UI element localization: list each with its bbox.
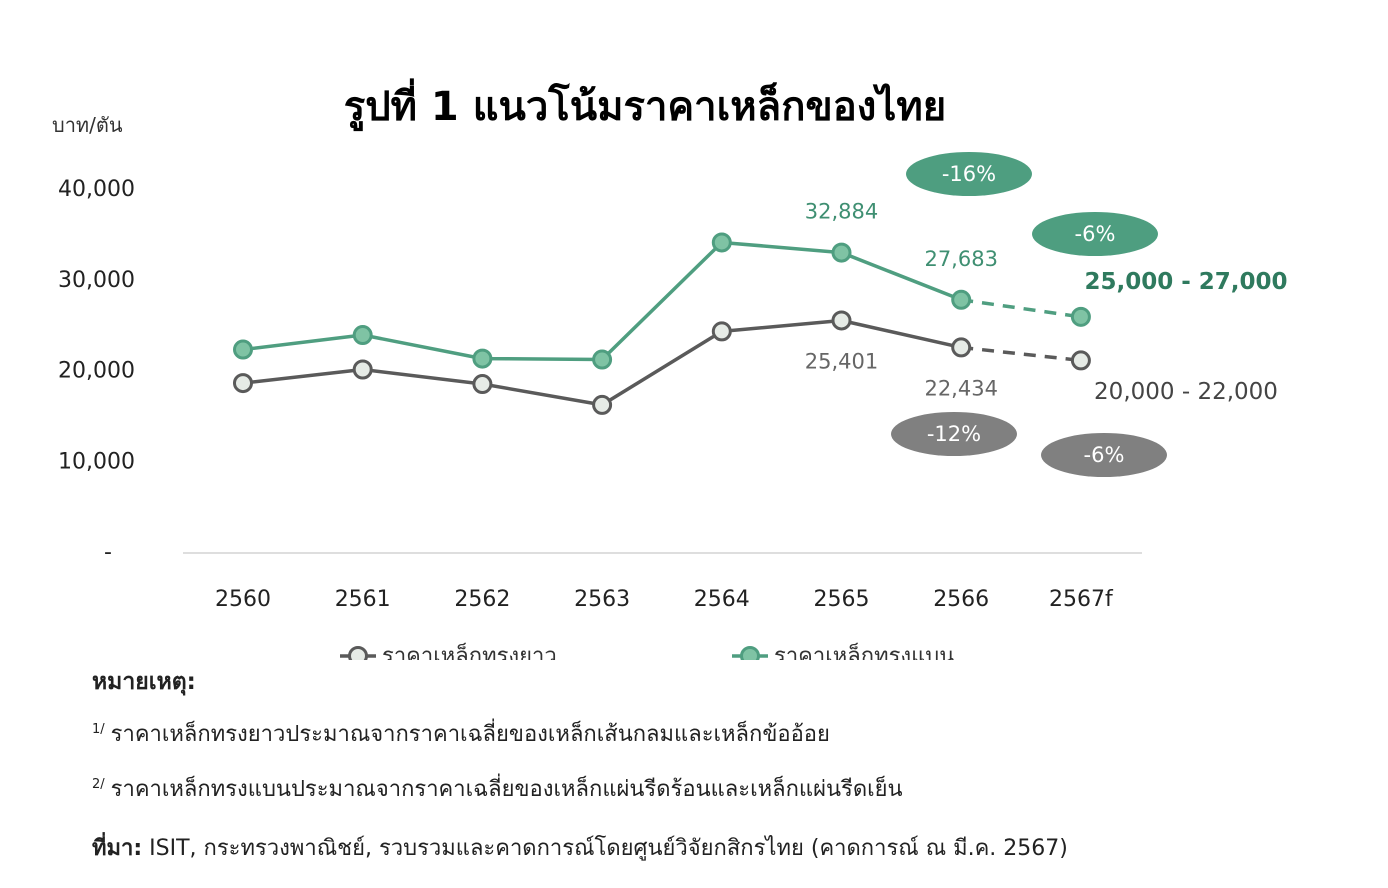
- legend-label-1: ราคาเหล็กทรงยาว: [382, 641, 557, 660]
- data-point: [592, 394, 613, 415]
- x-axis-ticks: 2560 2561 2562 2563 2564 2565 2566 2567f: [215, 587, 1114, 612]
- data-point: [711, 321, 732, 342]
- change-badge-label: -12%: [927, 422, 981, 446]
- y-axis-unit-label: บาท/ตัน: [52, 113, 123, 137]
- notes-section: หมายเหตุ: 1/ราคาเหล็กทรงยาวประมาณจากราคา…: [92, 664, 1352, 865]
- data-label: 25,401: [805, 349, 878, 373]
- data-point: [352, 325, 373, 346]
- legend-label-2: ราคาเหล็กทรงแบน: [774, 641, 954, 660]
- x-tick-label: 2564: [694, 587, 750, 612]
- data-label: 32,884: [805, 200, 878, 224]
- change-badge: [906, 152, 1032, 196]
- y-tick-label: 30,000: [58, 268, 135, 293]
- source-line: ที่มา: ISIT, กระทรวงพาณิชย์, รวบรวมและคา…: [92, 830, 1352, 865]
- series-forecast-line-1: [961, 345, 1082, 363]
- data-point: [831, 310, 852, 331]
- source-label: ที่มา:: [92, 836, 143, 861]
- annotation-layer: 32,884 27,683 25,401 22,434 25,000 - 27,000 2…: [805, 152, 1288, 477]
- note-mark-2: 2/: [92, 776, 105, 792]
- data-point: [592, 349, 613, 370]
- x-tick-label: 2561: [335, 587, 391, 612]
- data-point: [233, 373, 253, 394]
- change-badge-label: -6%: [1075, 222, 1116, 246]
- y-tick-label: 40,000: [58, 177, 135, 202]
- steel-price-line-chart: รูปที่ 1 แนวโน้มราคาเหล็กของไทย บาท/ตัน …: [52, 78, 1288, 660]
- x-tick-label: 2560: [215, 587, 271, 612]
- data-label: 22,434: [924, 376, 997, 400]
- note-item-2: 2/ราคาเหล็กทรงแบนประมาณจากราคาเฉลี่ยของเ…: [92, 771, 1352, 806]
- data-point: [711, 232, 732, 253]
- data-point: [951, 289, 972, 310]
- data-point: [951, 337, 972, 358]
- data-point: [1070, 306, 1091, 327]
- data-point: [233, 339, 253, 360]
- x-tick-label: 2567f: [1049, 587, 1114, 612]
- x-tick-label: 2565: [814, 587, 870, 612]
- series-line-2: [242, 240, 962, 362]
- data-point: [472, 348, 493, 369]
- change-badge: [1032, 212, 1158, 256]
- note-text-1: ราคาเหล็กทรงยาวประมาณจากราคาเฉลี่ยของเหล…: [110, 722, 830, 747]
- source-text: ISIT, กระทรวงพาณิชย์, รวบรวมและคาดการณ์โ…: [142, 836, 1068, 861]
- x-tick-label: 2566: [933, 587, 989, 612]
- range-label-long: 20,000 - 22,000: [1094, 379, 1278, 405]
- data-label: 27,683: [924, 247, 997, 271]
- note-text-2: ราคาเหล็กทรงแบนประมาณจากราคาเฉลี่ยของเหล…: [110, 777, 903, 802]
- change-badge: [1041, 433, 1167, 477]
- legend: ราคาเหล็กทรงยาว ราคาเหล็กทรงแบน: [340, 641, 954, 660]
- note-mark-1: 1/: [92, 721, 105, 737]
- legend-swatch-marker-1: [348, 646, 368, 660]
- y-tick-label: 10,000: [58, 449, 135, 474]
- range-label-flat: 25,000 - 27,000: [1084, 269, 1287, 295]
- y-tick-label: -: [104, 540, 112, 565]
- note-item-1: 1/ราคาเหล็กทรงยาวประมาณจากราคาเฉลี่ยของเ…: [92, 716, 1352, 751]
- data-point: [1070, 350, 1091, 371]
- notes-heading: หมายเหตุ:: [92, 669, 196, 695]
- data-point: [831, 242, 852, 263]
- y-axis-ticks: 40,000 30,000 20,000 10,000 -: [58, 177, 135, 565]
- series-layer: [233, 232, 1091, 415]
- change-badge: [891, 412, 1017, 456]
- change-badge-label: -6%: [1084, 443, 1125, 467]
- data-point: [352, 359, 373, 380]
- chart-title: รูปที่ 1 แนวโน้มราคาเหล็กของไทย: [344, 78, 946, 131]
- x-tick-label: 2562: [454, 587, 510, 612]
- y-tick-label: 20,000: [58, 359, 135, 384]
- x-tick-label: 2563: [574, 587, 630, 612]
- data-point: [472, 374, 493, 395]
- series-forecast-line-2: [960, 298, 1082, 319]
- legend-swatch-marker-2: [740, 646, 760, 660]
- change-badge-label: -16%: [942, 162, 996, 186]
